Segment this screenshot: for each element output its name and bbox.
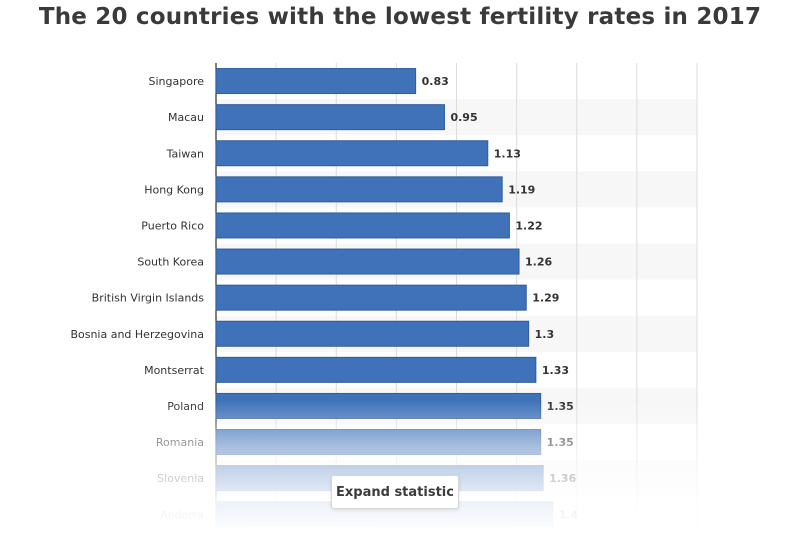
category-label: Montserrat [144, 364, 205, 377]
category-label: Slovenia [157, 472, 204, 485]
value-label: 1.13 [494, 147, 521, 160]
bar[interactable] [215, 212, 510, 239]
value-label: 1.35 [547, 400, 574, 413]
value-label: 1.35 [547, 436, 574, 449]
bar[interactable] [215, 68, 417, 95]
category-label: Puerto Rico [141, 219, 204, 232]
chart-title: The 20 countries with the lowest fertili… [38, 4, 762, 30]
bar[interactable] [215, 429, 542, 456]
bar[interactable] [215, 320, 530, 347]
value-label: 1.4 [559, 508, 579, 521]
bar[interactable] [215, 140, 489, 167]
category-label: Bosnia and Herzegovina [70, 328, 204, 341]
value-label: 1.26 [525, 256, 552, 269]
category-label: Andorra [160, 508, 204, 521]
expand-statistic-button[interactable]: Expand statistic [331, 475, 459, 509]
category-label: Poland [167, 400, 204, 413]
value-label: 0.83 [422, 75, 449, 88]
category-label: British Virgin Islands [92, 292, 205, 305]
bars [215, 68, 554, 528]
category-label: South Korea [137, 256, 204, 269]
category-label: Taiwan [166, 147, 204, 160]
bar[interactable] [215, 104, 445, 131]
category-labels: Singapore Macau Taiwan Hong Kong Puerto Rico… [70, 75, 204, 521]
value-label: 1.3 [535, 328, 555, 341]
value-label: 1.22 [515, 219, 542, 232]
category-label: Romania [156, 436, 204, 449]
category-label: Macau [168, 111, 204, 124]
bar[interactable] [215, 392, 542, 419]
bar[interactable] [215, 284, 527, 311]
value-label: 1.36 [549, 472, 576, 485]
bar[interactable] [215, 176, 503, 203]
value-label: 1.19 [508, 183, 535, 196]
value-label: 0.95 [450, 111, 477, 124]
value-label: 1.29 [532, 292, 559, 305]
category-label: Singapore [149, 75, 205, 88]
bar[interactable] [215, 356, 537, 383]
bar[interactable] [215, 248, 520, 275]
value-label: 1.33 [542, 364, 569, 377]
category-label: Hong Kong [144, 183, 204, 196]
